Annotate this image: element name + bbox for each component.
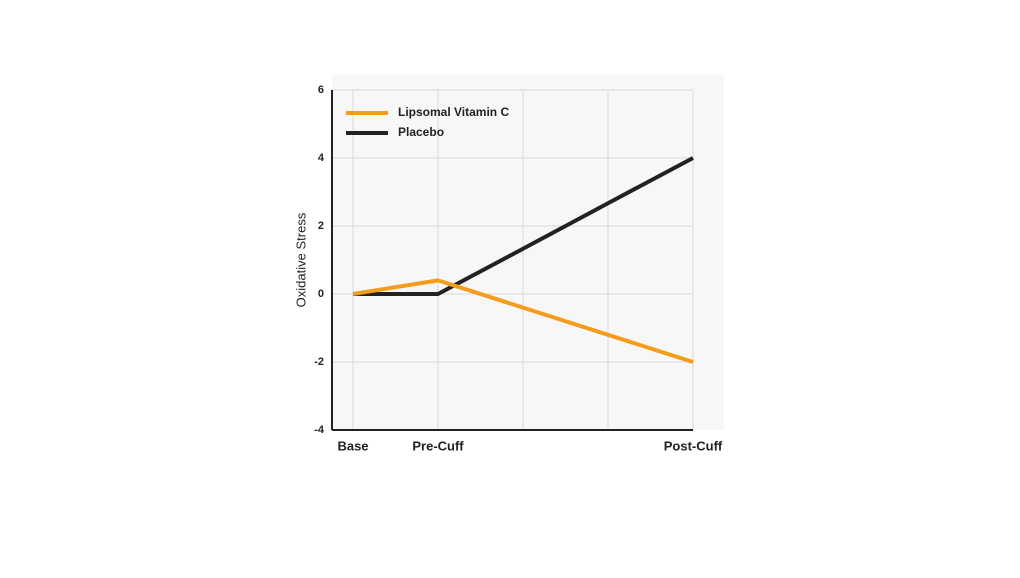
y-axis-label: Oxidative Stress [293,212,308,307]
series-line [353,156,694,296]
y-tick-label: 4 [318,152,325,164]
x-tick-label: Pre-Cuff [412,438,464,453]
legend-label: Lipsomal Vitamin C [398,105,509,119]
series-line [352,278,694,364]
legend-label: Placebo [398,125,444,139]
y-tick-label: 6 [318,84,324,96]
y-tick-label: -2 [314,356,324,368]
x-tick-label: Post-Cuff [664,438,723,453]
plot-background [332,75,724,430]
y-tick-label: 0 [318,288,324,300]
y-tick-label: 2 [318,220,324,232]
x-tick-label: Base [337,438,368,453]
y-tick-label: -4 [314,424,325,436]
